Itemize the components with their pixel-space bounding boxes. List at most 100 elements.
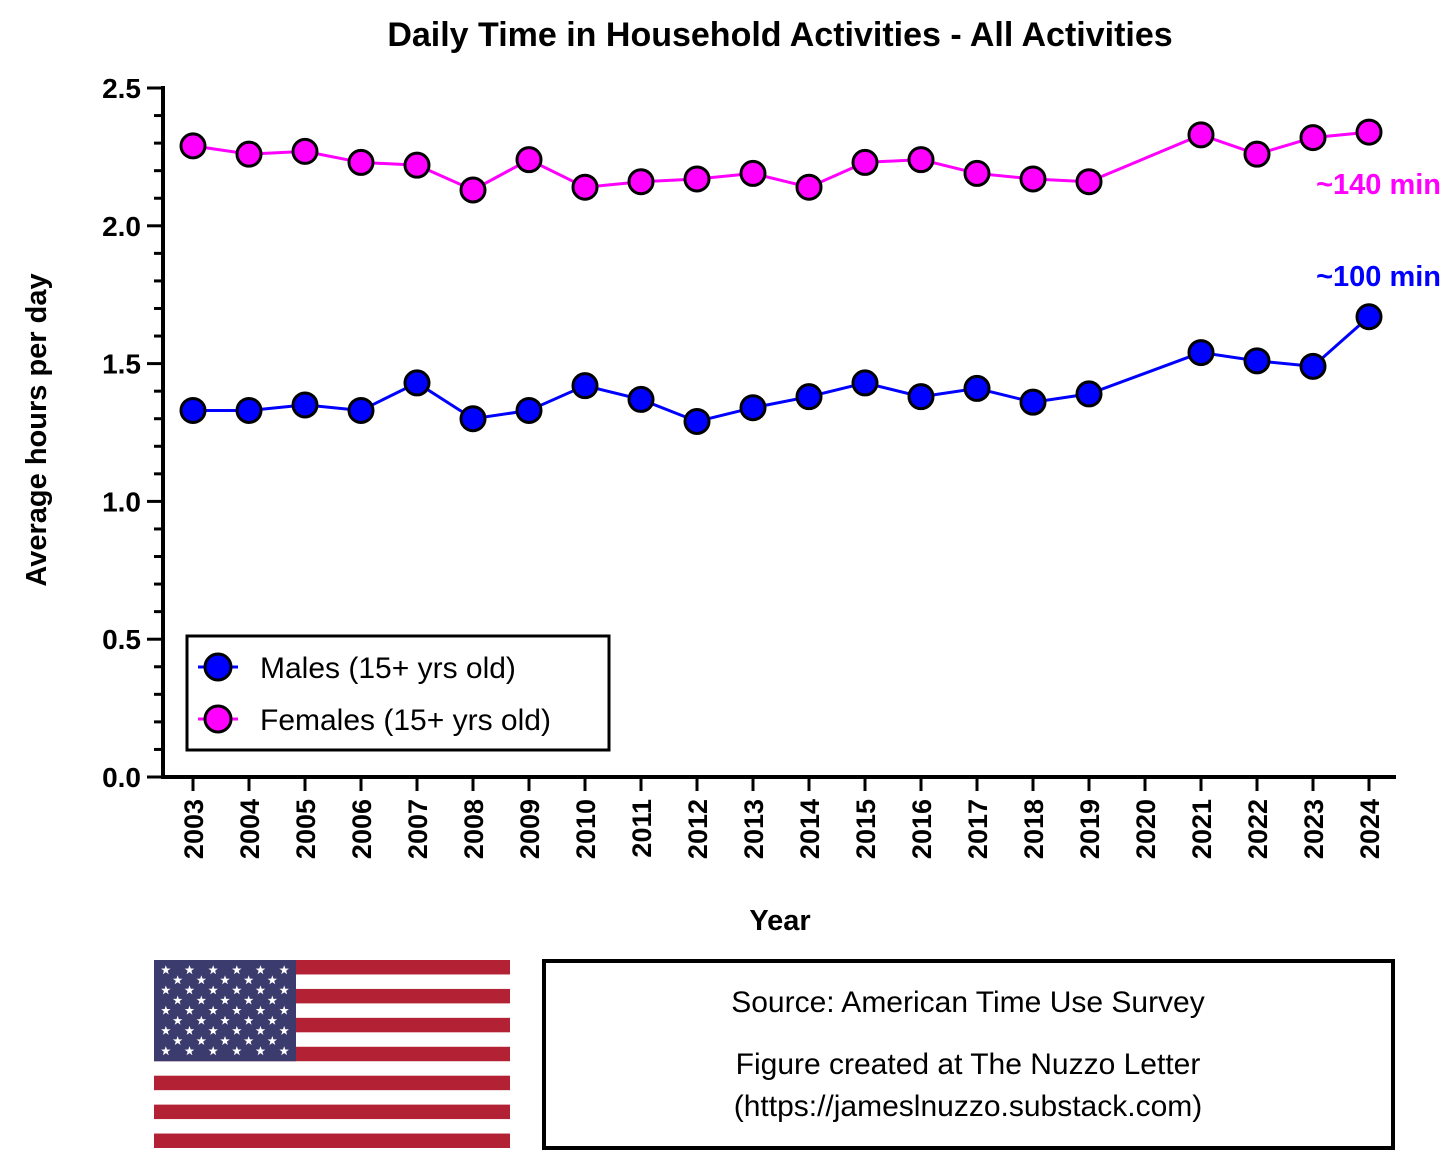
flag-star bbox=[255, 1005, 266, 1015]
x-tick-label: 2006 bbox=[347, 799, 377, 859]
source-line: Source: American Time Use Survey bbox=[731, 986, 1205, 1019]
source-box: Source: American Time Use Survey Figure … bbox=[542, 959, 1395, 1150]
males-annotation: ~100 min bbox=[1316, 261, 1441, 293]
legend-females-marker bbox=[203, 704, 233, 734]
flag-star bbox=[184, 1046, 195, 1056]
flag-star bbox=[208, 965, 218, 975]
x-tick-label: 2023 bbox=[1299, 799, 1329, 859]
females-point-2015 bbox=[851, 148, 879, 176]
flag-star bbox=[267, 1036, 278, 1045]
y-tick-label: 2.0 bbox=[102, 211, 141, 242]
females-point-2010 bbox=[571, 173, 599, 201]
females-point-2011 bbox=[627, 168, 655, 196]
source-box-frame bbox=[542, 959, 1395, 1150]
males-point-2015 bbox=[851, 369, 879, 397]
males-point-2019 bbox=[1075, 380, 1103, 408]
males-point-2022 bbox=[1243, 347, 1271, 375]
flag-star bbox=[220, 1015, 230, 1025]
flag-star bbox=[243, 975, 254, 985]
flag-star bbox=[161, 985, 171, 995]
males-point-2006 bbox=[347, 396, 375, 424]
x-tick-label: 2021 bbox=[1187, 799, 1217, 859]
flag-star bbox=[267, 975, 278, 985]
legend-males-marker bbox=[203, 652, 233, 682]
flag-star bbox=[184, 1005, 195, 1015]
x-tick-label: 2009 bbox=[515, 799, 545, 859]
females-point-2021 bbox=[1187, 121, 1215, 149]
us-flag bbox=[154, 960, 510, 1148]
flag-stripe bbox=[154, 1075, 510, 1091]
flag-star bbox=[243, 1015, 254, 1025]
x-axis: 2003 2004 2005 2006 2007 2008 2009 2010 2011 2012… bbox=[161, 775, 1396, 859]
flag-star bbox=[161, 1005, 171, 1015]
flag-star bbox=[208, 1005, 218, 1015]
flag-stripe bbox=[154, 1133, 510, 1148]
flag-star bbox=[232, 965, 242, 975]
males-point-2012 bbox=[683, 407, 711, 435]
x-tick-label: 2013 bbox=[739, 799, 769, 859]
females-point-2003 bbox=[179, 132, 207, 160]
y-tick-label: 0.0 bbox=[102, 762, 141, 793]
y-tick-label: 1.0 bbox=[102, 486, 141, 517]
flag-star bbox=[267, 1015, 278, 1025]
flag-star bbox=[279, 1046, 289, 1056]
flag-star bbox=[255, 985, 266, 995]
males-point-2018 bbox=[1019, 388, 1047, 416]
flag-star bbox=[172, 1036, 183, 1045]
x-tick-label: 2015 bbox=[851, 799, 881, 859]
x-tick-label: 2020 bbox=[1131, 799, 1161, 859]
series-layer bbox=[179, 118, 1383, 435]
flag-star bbox=[255, 965, 266, 975]
x-tick-label: 2017 bbox=[963, 799, 993, 859]
x-axis-label: Year bbox=[749, 905, 810, 937]
legend-males-label: Males (15+ yrs old) bbox=[260, 652, 516, 685]
females-annotation: ~140 min bbox=[1316, 169, 1441, 201]
males-point-2010 bbox=[571, 372, 599, 400]
males-point-2008 bbox=[459, 405, 487, 433]
males-point-2004 bbox=[235, 396, 263, 424]
flag-star bbox=[184, 985, 195, 995]
males-point-2014 bbox=[795, 383, 823, 411]
x-tick-label: 2019 bbox=[1075, 799, 1105, 859]
x-tick-label: 2016 bbox=[907, 799, 937, 859]
females-point-2017 bbox=[963, 159, 991, 187]
x-tick-label: 2024 bbox=[1355, 799, 1385, 859]
males-point-2013 bbox=[739, 394, 767, 422]
x-tick-label: 2012 bbox=[683, 799, 713, 859]
flag-star bbox=[161, 1046, 171, 1056]
credit-line: Figure created at The Nuzzo Letter bbox=[736, 1048, 1201, 1081]
females-point-2005 bbox=[291, 137, 319, 165]
y-axis-label: Average hours per day bbox=[21, 273, 53, 586]
url-line: (https://jameslnuzzo.substack.com) bbox=[734, 1090, 1203, 1123]
females-point-2024 bbox=[1355, 118, 1383, 146]
females-point-2008 bbox=[459, 176, 487, 204]
males-point-2011 bbox=[627, 385, 655, 413]
flag-star bbox=[232, 985, 242, 995]
females-point-2018 bbox=[1019, 165, 1047, 193]
y-axis: 0.0 0.5 1.0 1.5 2.0 2.5 bbox=[102, 73, 165, 793]
x-tick-label: 2010 bbox=[571, 799, 601, 859]
legend: Males (15+ yrs old) Females (15+ yrs old… bbox=[185, 634, 611, 752]
females-point-2009 bbox=[515, 146, 543, 174]
flag-star bbox=[161, 1025, 171, 1035]
males-point-2009 bbox=[515, 396, 543, 424]
flag-canton bbox=[154, 960, 296, 1062]
flag-star bbox=[196, 1036, 207, 1045]
females-point-2022 bbox=[1243, 140, 1271, 168]
flag-star bbox=[220, 995, 230, 1005]
females-point-2007 bbox=[403, 151, 431, 179]
flag-star bbox=[232, 1046, 242, 1056]
flag-star bbox=[196, 975, 207, 985]
females-point-2013 bbox=[739, 159, 767, 187]
x-tick-label: 2007 bbox=[403, 799, 433, 859]
flag-star bbox=[279, 965, 289, 975]
x-tick-label: 2011 bbox=[627, 799, 657, 858]
flag-star bbox=[255, 1025, 266, 1035]
males-point-2003 bbox=[179, 396, 207, 424]
females-point-2006 bbox=[347, 148, 375, 176]
x-tick-label: 2005 bbox=[291, 799, 321, 859]
flag-star bbox=[255, 1046, 266, 1056]
chart-title: Daily Time in Household Activities - All… bbox=[387, 16, 1172, 54]
flag-star bbox=[279, 1005, 289, 1015]
